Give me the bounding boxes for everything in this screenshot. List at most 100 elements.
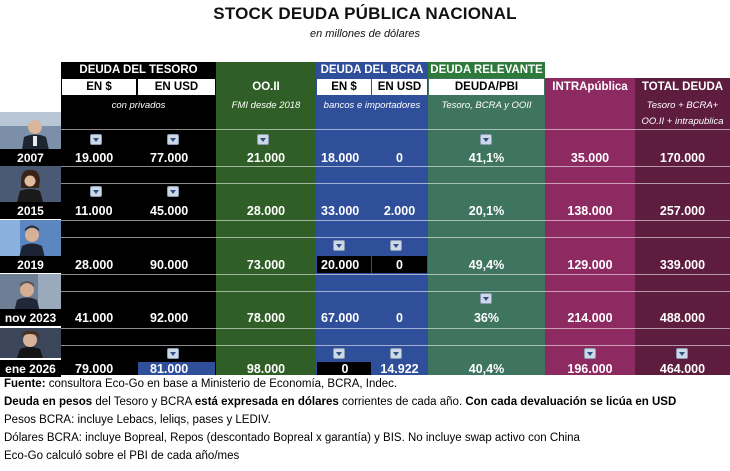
- row-divider: [61, 345, 730, 346]
- cell-bcra-pesos: 0: [341, 361, 349, 376]
- intra-column-bg: [545, 78, 635, 375]
- footer-pbi-note: Eco-Go calculó sobre el PBI de cada año/…: [4, 450, 240, 462]
- cell-bcra-usd: 14.922: [380, 361, 419, 376]
- footer-mid: del Tesoro y BCRA: [92, 396, 195, 408]
- down-arrow-icon: [90, 186, 102, 197]
- year-label: 2019: [0, 256, 61, 273]
- down-arrow-icon: [167, 186, 179, 197]
- down-arrow-icon: [584, 348, 596, 359]
- cell-ooii: 21.000: [246, 150, 286, 165]
- cell-pbi: 49,4%: [468, 257, 505, 272]
- note-total-1: Tesoro + BCRA+: [646, 100, 719, 111]
- note-bcra: bancos e importadores: [323, 100, 421, 111]
- down-arrow-icon: [676, 348, 688, 359]
- footer-bold-a: Deuda en pesos: [4, 396, 93, 408]
- footer-source-text: consultora Eco-Go en base a Ministerio d…: [45, 378, 398, 390]
- header-bcra: DEUDA DEL BCRA: [316, 62, 428, 78]
- highlight-cell: [317, 256, 371, 273]
- page-title: STOCK DEUDA PÚBLICA NACIONAL: [213, 4, 517, 23]
- cell-bcra-usd: 2.000: [383, 203, 416, 218]
- highlight-cell: [372, 256, 427, 273]
- header-ooii-top: [216, 62, 316, 78]
- subheader-ooii: OO.II: [252, 81, 280, 93]
- cell-intra: 35.000: [570, 150, 610, 165]
- cell-tesoro-usd: 77.000: [150, 150, 189, 165]
- cell-ooii: 78.000: [246, 310, 286, 325]
- footer-source: Fuente: consultora Eco-Go en base a Mini…: [4, 378, 397, 390]
- footer-pesos-bcra: Pesos BCRA: incluye Lebacs, leliqs, pase…: [4, 414, 271, 426]
- row-divider: [61, 129, 730, 130]
- footer-bold-b: está expresada en dólares: [194, 396, 339, 408]
- row-divider: [61, 237, 730, 238]
- header-relevante: DEUDA RELEVANTE: [428, 62, 545, 78]
- cell-total: 257.000: [659, 203, 706, 218]
- header-tesoro: DEUDA DEL TESORO: [61, 62, 216, 78]
- ooii-column-bg: [216, 78, 316, 375]
- bcra-column-bg: [316, 78, 428, 375]
- page-subtitle: en millones de dólares: [309, 28, 421, 40]
- subheader-bcra-pesos: EN $: [317, 79, 371, 95]
- footer-note-pesos: Deuda en pesos del Tesoro y BCRA está ex…: [4, 396, 676, 408]
- note-relevante: Tesoro, BCRA y OOII: [441, 100, 532, 111]
- cell-total: 464.000: [659, 361, 706, 376]
- down-arrow-icon: [390, 240, 402, 251]
- note-ooii: FMI desde 2018: [231, 100, 301, 111]
- down-arrow-icon: [90, 134, 102, 145]
- row-divider: [61, 274, 730, 275]
- cell-intra: 129.000: [567, 257, 613, 272]
- row-divider: [61, 291, 730, 292]
- down-arrow-icon: [167, 348, 179, 359]
- year-label: ene 2026: [0, 360, 61, 377]
- cell-total: 339.000: [659, 257, 706, 272]
- total-column-bg: [635, 78, 730, 375]
- down-arrow-icon: [390, 348, 402, 359]
- note-total-2: OO.II + intrapublica: [641, 116, 724, 127]
- cell-tesoro-pesos: 41.000: [75, 310, 114, 325]
- subheader-tesoro-usd: EN USD: [138, 79, 215, 95]
- cell-bcra-pesos: 18.000: [321, 150, 360, 165]
- footer-rest: corrientes de cada año.: [338, 396, 466, 408]
- portrait-nov-2023: [0, 274, 61, 312]
- year-label: 2015: [0, 202, 61, 219]
- relevante-column-bg: [428, 78, 545, 375]
- cell-pbi: 20,1%: [468, 203, 505, 218]
- cell-bcra-pesos: 67.000: [321, 310, 360, 325]
- cell-pbi: 40,4%: [468, 361, 505, 376]
- subheader-total: TOTAL DEUDA: [641, 81, 724, 93]
- down-arrow-icon: [480, 293, 492, 304]
- cell-total: 170.000: [659, 150, 706, 165]
- row-divider: [61, 220, 730, 221]
- footer-source-label: Fuente:: [4, 378, 46, 390]
- cell-intra: 196.000: [567, 361, 613, 376]
- row-divider: [61, 183, 730, 184]
- cell-intra: 214.000: [567, 310, 613, 325]
- cell-tesoro-usd: 45.000: [150, 203, 189, 218]
- note-tesoro: con privados: [111, 100, 166, 111]
- cell-total: 488.000: [659, 310, 706, 325]
- year-label: nov 2023: [0, 309, 61, 326]
- portrait-2019: [0, 220, 61, 258]
- cell-bcra-pesos: 33.000: [321, 203, 360, 218]
- cell-intra: 138.000: [567, 203, 613, 218]
- subheader-intra: INTRApública: [552, 81, 628, 93]
- cell-tesoro-usd: 92.000: [150, 310, 189, 325]
- footer-bold-c: Con cada devaluación se licúa en USD: [465, 396, 677, 408]
- cell-pbi: 36%: [473, 310, 500, 325]
- highlight-cell: [138, 362, 215, 375]
- cell-ooii: 98.000: [246, 361, 286, 376]
- row-divider: [61, 166, 730, 167]
- cell-tesoro-pesos: 19.000: [75, 150, 114, 165]
- cell-bcra-usd: 0: [396, 150, 403, 165]
- tesoro-column-bg: [61, 78, 216, 375]
- down-arrow-icon: [167, 134, 179, 145]
- down-arrow-icon: [333, 240, 345, 251]
- portrait-2007: [0, 112, 61, 150]
- down-arrow-icon: [257, 134, 269, 145]
- row-divider: [61, 328, 730, 329]
- footer-dolares-bcra: Dólares BCRA: incluye Bopreal, Repos (de…: [4, 432, 580, 444]
- cell-tesoro-pesos: 11.000: [75, 203, 113, 218]
- highlight-cell: [317, 362, 371, 375]
- cell-bcra-usd: 0: [396, 257, 403, 272]
- cell-ooii: 73.000: [246, 257, 286, 272]
- down-arrow-icon: [480, 134, 492, 145]
